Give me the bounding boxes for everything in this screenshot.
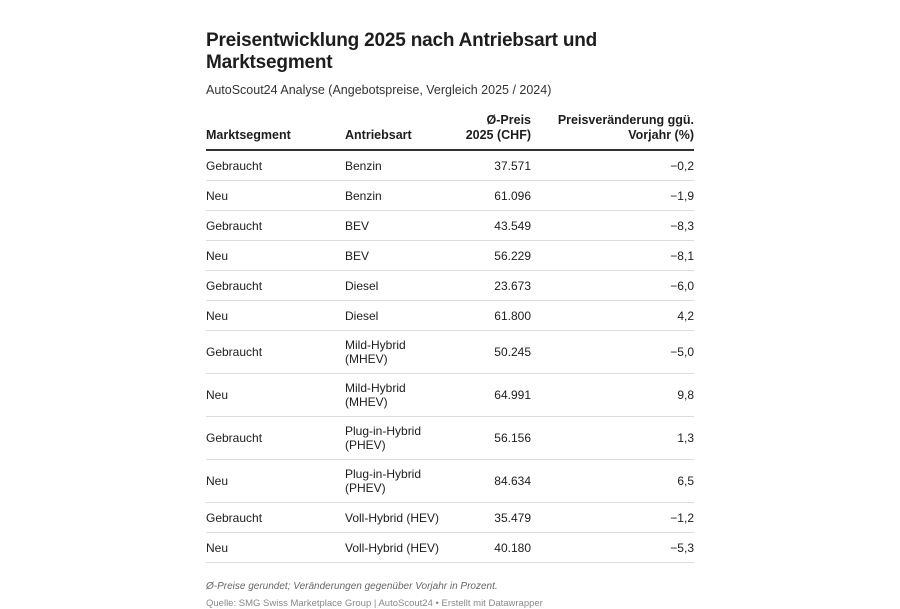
cell-marktsegment: Neu [206,373,345,417]
cell-antriebsart: Plug-in-Hybrid (PHEV) [345,459,455,503]
cell-marktsegment: Neu [206,180,345,211]
cell-marktsegment: Gebraucht [206,210,345,241]
table-row: Neu Plug-in-Hybrid (PHEV) 84.634 6,5 [206,459,694,503]
table-row: Gebraucht Mild-Hybrid (MHEV) 50.245 −5,0 [206,330,694,374]
header-preis-label: Ø-Preis 2025 (CHF) [465,113,531,142]
table-row: Gebraucht Diesel 23.673 −6,0 [206,270,694,301]
cell-preis: 56.156 [455,416,531,460]
cell-preis: 35.479 [455,502,531,533]
price-table: Marktsegment Antriebsart Ø-Preis 2025 (C… [206,113,694,563]
cell-antriebsart: Mild-Hybrid (MHEV) [345,373,455,417]
cell-marktsegment: Gebraucht [206,416,345,460]
table-row: Gebraucht Voll-Hybrid (HEV) 35.479 −1,2 [206,502,694,533]
cell-marktsegment: Gebraucht [206,330,345,374]
cell-veraenderung: −6,0 [531,270,694,301]
cell-preis: 43.549 [455,210,531,241]
table-row: Neu Voll-Hybrid (HEV) 40.180 −5,3 [206,532,694,563]
cell-preis: 64.991 [455,373,531,417]
cell-antriebsart: Benzin [345,150,455,181]
chart-container: Preisentwicklung 2025 nach Antriebsart u… [206,30,694,609]
cell-antriebsart: Diesel [345,300,455,331]
header-veraenderung-label: Preisveränderung ggü. Vorjahr (%) [557,113,694,142]
cell-marktsegment: Neu [206,300,345,331]
header-veraenderung[interactable]: Preisveränderung ggü. Vorjahr (%) [531,113,694,151]
table-header: Marktsegment Antriebsart Ø-Preis 2025 (C… [206,113,694,151]
page-title: Preisentwicklung 2025 nach Antriebsart u… [206,30,598,73]
table-row: Neu Mild-Hybrid (MHEV) 64.991 9,8 [206,373,694,417]
cell-preis: 40.180 [455,532,531,563]
table-row: Gebraucht Plug-in-Hybrid (PHEV) 56.156 1,3 [206,416,694,460]
table-row: Neu Benzin 61.096 −1,9 [206,180,694,211]
header-preis[interactable]: Ø-Preis 2025 (CHF) [455,113,531,151]
cell-marktsegment: Neu [206,459,345,503]
cell-preis: 23.673 [455,270,531,301]
cell-veraenderung: −5,3 [531,532,694,563]
cell-preis: 37.571 [455,150,531,181]
cell-antriebsart: BEV [345,240,455,271]
cell-marktsegment: Gebraucht [206,502,345,533]
cell-veraenderung: −5,0 [531,330,694,374]
cell-veraenderung: −8,1 [531,240,694,271]
cell-marktsegment: Gebraucht [206,270,345,301]
cell-marktsegment: Gebraucht [206,150,345,181]
cell-antriebsart: BEV [345,210,455,241]
cell-antriebsart: Voll-Hybrid (HEV) [345,502,455,533]
cell-marktsegment: Neu [206,532,345,563]
table-row: Neu Diesel 61.800 4,2 [206,300,694,331]
cell-marktsegment: Neu [206,240,345,271]
cell-antriebsart: Benzin [345,180,455,211]
cell-antriebsart: Voll-Hybrid (HEV) [345,532,455,563]
table-row: Neu BEV 56.229 −8,1 [206,240,694,271]
cell-antriebsart: Diesel [345,270,455,301]
cell-veraenderung: −0,2 [531,150,694,181]
footnote: Ø-Preise gerundet; Veränderungen gegenüb… [206,581,498,592]
table-row: Gebraucht BEV 43.549 −8,3 [206,210,694,241]
subtitle: AutoScout24 Analyse (Angebotspreise, Ver… [206,83,552,97]
cell-veraenderung: −1,2 [531,502,694,533]
header-antriebsart[interactable]: Antriebsart [345,113,455,151]
cell-preis: 61.800 [455,300,531,331]
cell-preis: 61.096 [455,180,531,211]
cell-veraenderung: −1,9 [531,180,694,211]
header-marktsegment[interactable]: Marktsegment [206,113,345,151]
cell-veraenderung: 4,2 [531,300,694,331]
cell-veraenderung: 6,5 [531,459,694,503]
cell-antriebsart: Mild-Hybrid (MHEV) [345,330,455,374]
cell-veraenderung: 1,3 [531,416,694,460]
cell-preis: 56.229 [455,240,531,271]
cell-preis: 50.245 [455,330,531,374]
cell-antriebsart: Plug-in-Hybrid (PHEV) [345,416,455,460]
cell-veraenderung: −8,3 [531,210,694,241]
cell-veraenderung: 9,8 [531,373,694,417]
cell-preis: 84.634 [455,459,531,503]
table-row: Gebraucht Benzin 37.571 −0,2 [206,150,694,181]
